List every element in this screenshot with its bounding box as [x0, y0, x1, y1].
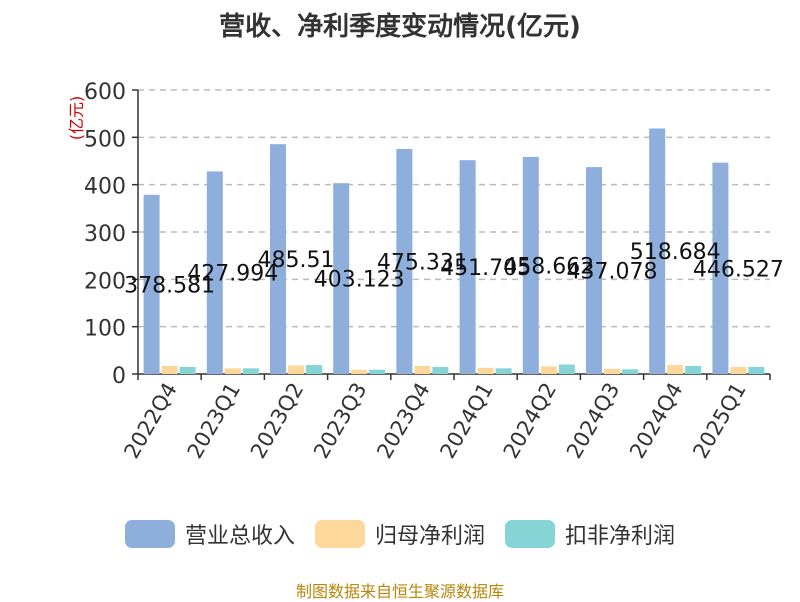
- data-label: 403.123: [314, 268, 405, 293]
- legend-label: 营业总收入: [184, 524, 295, 549]
- bar: [540, 366, 557, 374]
- y-tick-label: 0: [112, 364, 126, 389]
- bar: [558, 364, 575, 374]
- bar: [306, 365, 322, 374]
- grid-lines: [138, 89, 770, 328]
- legend-item[interactable]: 归母净利润: [314, 518, 485, 550]
- bar: [622, 369, 638, 374]
- data-label: 451.705: [440, 256, 531, 281]
- bar: [288, 365, 304, 374]
- data-label: 427.994: [187, 262, 278, 287]
- bar: [351, 369, 368, 374]
- bar: [586, 167, 602, 374]
- legend: 营业总收入 归母净利润 扣非净利润: [0, 518, 800, 550]
- bar: [143, 194, 160, 374]
- bar: [604, 368, 620, 374]
- x-tick-label: 2023Q3: [309, 379, 371, 463]
- bar: [522, 156, 539, 374]
- data-label: 475.331: [377, 251, 468, 276]
- x-tick-label: 2025Q1: [688, 379, 750, 463]
- bar: [459, 160, 476, 374]
- y-tick-label: 600: [84, 80, 126, 105]
- bar: [495, 368, 512, 374]
- bar: [685, 365, 702, 374]
- legend-item[interactable]: 扣非净利润: [505, 518, 675, 550]
- legend-swatch: [314, 520, 365, 548]
- y-tick-label: 200: [84, 269, 126, 294]
- x-tick-label: 2024Q1: [435, 379, 497, 463]
- data-labels: 378.581427.994485.51403.123475.331451.70…: [124, 240, 784, 298]
- x-tick-label: 2024Q3: [562, 379, 624, 463]
- legend-swatch: [505, 520, 555, 548]
- data-label: 485.51: [258, 248, 335, 273]
- bar: [206, 171, 223, 374]
- bar: [730, 366, 747, 374]
- legend-item[interactable]: 营业总收入: [124, 518, 295, 550]
- bar: [414, 365, 431, 374]
- x-tick-label: 2023Q4: [372, 379, 434, 463]
- y-tick-label: 400: [84, 175, 126, 200]
- data-label: 458.662: [503, 254, 594, 279]
- x-tick-label: 2022Q4: [119, 379, 181, 463]
- bar: [224, 368, 241, 374]
- bar: [748, 366, 765, 374]
- data-label: 446.527: [693, 257, 784, 282]
- y-axis-label: (亿元): [67, 96, 86, 141]
- data-label: 378.581: [124, 273, 215, 298]
- bar: [369, 369, 386, 374]
- x-tick-label: 2023Q2: [246, 379, 308, 463]
- x-tick-label: 2023Q1: [183, 379, 245, 463]
- data-source-note: 制图数据来自恒生聚源数据库: [295, 582, 504, 601]
- chart-title: 营收、净利季度变动情况(亿元): [219, 12, 581, 42]
- y-tick-label: 100: [84, 317, 126, 342]
- bar: [432, 366, 449, 374]
- x-tick-label: 2024Q2: [499, 379, 561, 463]
- y-tick-label: 300: [84, 222, 126, 247]
- bars: [143, 128, 765, 374]
- bar: [396, 149, 413, 374]
- x-tick-label: 2024Q4: [625, 379, 687, 463]
- bar: [712, 162, 729, 374]
- bar: [333, 183, 350, 374]
- bar: [161, 365, 178, 374]
- y-tick-label: 500: [84, 127, 126, 152]
- data-label: 437.078: [567, 260, 658, 285]
- legend-label: 扣非净利润: [565, 524, 676, 549]
- bar: [270, 144, 286, 374]
- bar: [179, 366, 196, 374]
- bar: [477, 367, 494, 374]
- bar: [649, 128, 666, 374]
- bar: [242, 368, 259, 374]
- bar: [667, 365, 684, 374]
- legend-label: 归母净利润: [374, 524, 485, 549]
- data-label: 518.684: [630, 240, 721, 265]
- legend-swatch: [124, 520, 175, 548]
